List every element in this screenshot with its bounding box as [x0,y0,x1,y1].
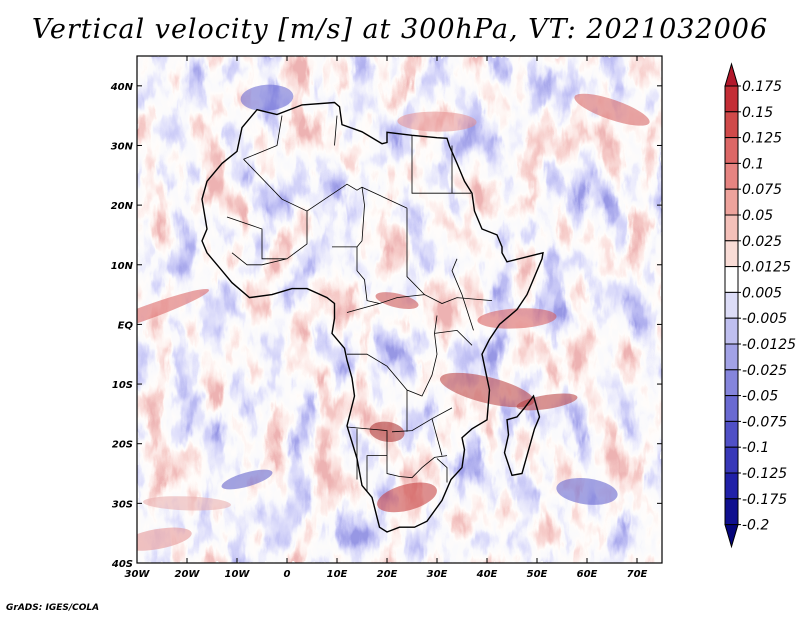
colorbar-swatch [724,85,739,113]
colorbar-label: 0.025 [742,234,782,250]
colorbar-label: 0.175 [742,79,782,95]
colorbar-top-arrow [724,62,739,87]
colorbar-label: -0.2 [742,518,769,534]
colorbar-label: -0.125 [742,466,787,482]
latitude-axis: 40N 30N 20N 10N EQ 10S 20S 30S 40S [110,82,662,570]
colorbar-label: -0.005 [742,311,787,327]
lat-tick-label: 20N [111,201,134,212]
lon-tick-label: 30W [125,569,151,580]
country-borders [226,115,493,492]
colorbar-swatch [724,343,739,371]
field-anomaly-layer [137,84,650,551]
colorbar-swatch [724,369,739,397]
colorbar-swatch [724,111,739,139]
lat-tick-label: 30N [111,141,134,152]
lon-tick-label: 60E [577,569,598,580]
madagascar-coastline [503,394,541,477]
colorbar-label: -0.1 [742,440,769,456]
lon-tick-label: 30E [427,569,448,580]
colorbar-label: 0.125 [742,131,782,147]
colorbar-label: -0.05 [742,389,778,405]
colorbar-label: -0.025 [742,363,787,379]
lon-tick-label: 10E [327,569,348,580]
grads-credit: GrADS: IGES/COLA [6,603,100,613]
colorbar-label: 0.005 [742,285,782,301]
colorbar-label: 0.15 [742,105,773,121]
lon-tick-label: 0 [284,569,291,580]
lon-tick-label: 20E [377,569,398,580]
colorbar-label: 0.05 [742,208,773,224]
lon-tick-label: 40E [476,569,498,580]
colorbar-swatch [724,291,739,319]
colorbar-swatch [724,420,739,448]
vertical-velocity-field [137,56,662,563]
colorbar-bottom-arrow [724,524,739,549]
chart-title: Vertical velocity [m/s] at 300hPa, VT: 2… [31,14,769,45]
lat-tick-label: EQ [118,320,134,331]
colorbar-swatch [724,188,739,216]
colorbar-swatch [724,498,739,526]
map-frame [136,55,663,564]
colorbar-swatch [724,446,739,474]
lon-tick-label: 70E [627,569,648,580]
lat-tick-label: 30S [112,499,133,510]
longitude-axis: 30W 20W 10W 0 10E 20E 30E 40E 50E 60E 70E [125,56,648,580]
colorbar-swatch [724,214,739,242]
lat-tick-label: 40S [111,559,133,570]
colorbar-label: -0.075 [742,414,787,430]
africa-coastline [201,101,544,533]
lon-tick-label: 50E [527,569,548,580]
lat-tick-label: 10N [111,261,134,272]
colorbar: 0.175 0.15 0.125 0.1 0.075 0.05 0.025 0.0125 0.0… [724,62,796,549]
lon-tick-label: 10W [225,569,251,580]
lat-tick-label: 20S [112,440,133,451]
colorbar-label: -0.175 [742,492,787,508]
lat-tick-label: 10S [112,380,133,391]
colorbar-swatch [724,266,739,293]
colorbar-swatch [724,240,739,268]
colorbar-label: 0.075 [742,182,782,198]
lon-tick-label: 20W [175,569,201,580]
colorbar-swatch [724,162,739,190]
colorbar-swatch [724,137,739,164]
colorbar-label: 0.0125 [742,260,791,276]
colorbar-swatch [724,395,739,422]
colorbar-swatch [724,472,739,500]
colorbar-swatch [724,317,739,345]
lat-tick-label: 40N [110,82,134,93]
colorbar-label: 0.1 [742,156,764,172]
colorbar-label: -0.0125 [742,337,796,353]
